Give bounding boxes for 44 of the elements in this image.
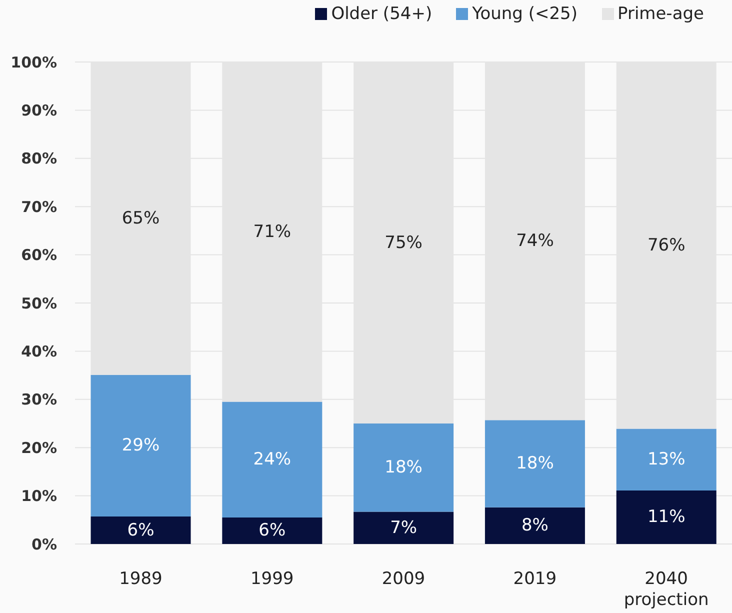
y-tick-label: 0% [32,535,57,554]
x-tick-label: 1989 [119,569,162,589]
y-tick-label: 10% [21,487,57,506]
x-tick-label: 2040 projection [624,569,709,610]
bar [222,402,322,518]
data-label: 7% [390,518,418,538]
x-tick-label: 2009 [382,569,426,589]
data-label: 18% [384,458,422,478]
data-label: 65% [122,208,160,228]
data-label: 6% [258,520,286,541]
y-tick-label: 30% [21,390,57,409]
y-tick-label: 70% [21,198,57,216]
bar [354,512,454,544]
y-tick-label: 40% [21,342,57,361]
data-label: 8% [521,516,548,536]
data-label: 71% [253,222,292,242]
bar [90,374,191,517]
y-tick-label: 50% [21,294,57,312]
data-label: 29% [122,436,160,456]
legend-label: Older (54+) [331,4,432,24]
x-tick-label: 1999 [250,569,294,589]
y-tick-label: 60% [21,246,57,264]
legend-label: Prime-age [618,4,704,24]
bar [484,420,585,508]
bar [354,424,454,512]
bar [616,490,716,544]
data-label: 75% [384,232,422,253]
y-tick-label: 80% [21,150,57,168]
data-label: 6% [127,520,154,540]
data-label: 76% [647,235,686,256]
bar [222,517,322,544]
data-label: 13% [647,450,686,470]
legend-label: Young (<25) [472,4,578,24]
y-tick-label: 100% [10,53,57,72]
data-label: 11% [647,507,686,528]
y-tick-label: 20% [21,438,57,457]
data-label: 24% [253,450,292,470]
data-label: 18% [516,454,554,474]
bar [90,516,191,544]
data-label: 74% [516,231,554,252]
y-tick-label: 90% [21,102,57,120]
bar [484,507,585,544]
x-tick-label: 2019 [513,569,557,589]
bar [616,428,716,490]
